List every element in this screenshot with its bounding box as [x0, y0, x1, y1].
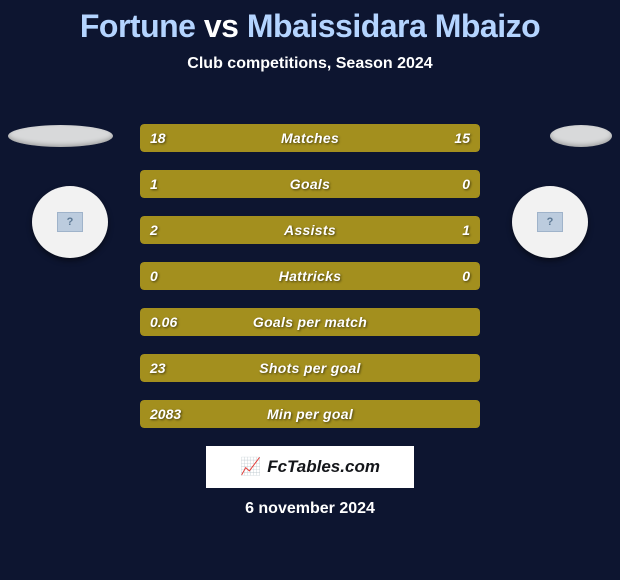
stat-label: Shots per goal: [140, 354, 480, 382]
player2-avatar: ?: [512, 186, 588, 258]
stat-label: Assists: [140, 216, 480, 244]
date-text: 6 november 2024: [0, 500, 620, 518]
stat-row: 1815Matches: [140, 124, 480, 152]
subtitle: Club competitions, Season 2024: [0, 55, 620, 73]
page-title: Fortune vs Mbaissidara Mbaizo: [0, 0, 620, 45]
stat-label: Hattricks: [140, 262, 480, 290]
footer-logo-text: FcTables.com: [267, 457, 380, 477]
stat-row: 0.06Goals per match: [140, 308, 480, 336]
avatar-placeholder-icon: ?: [57, 212, 83, 232]
stat-label: Goals per match: [140, 308, 480, 336]
comparison-infographic: Fortune vs Mbaissidara Mbaizo Club compe…: [0, 0, 620, 580]
stat-row: 10Goals: [140, 170, 480, 198]
decor-ellipse-left: [8, 125, 113, 147]
stat-row: 00Hattricks: [140, 262, 480, 290]
stat-row: 2083Min per goal: [140, 400, 480, 428]
player2-name: Mbaissidara Mbaizo: [247, 8, 540, 44]
stat-row: 23Shots per goal: [140, 354, 480, 382]
stat-bars: 1815Matches 10Goals 21Assists 00Hattricks 0.…: [140, 124, 480, 446]
stat-label: Matches: [140, 124, 480, 152]
player1-name: Fortune: [80, 8, 196, 44]
stat-row: 21Assists: [140, 216, 480, 244]
vs-text: vs: [204, 8, 239, 44]
avatar-placeholder-icon: ?: [537, 212, 563, 232]
stat-label: Min per goal: [140, 400, 480, 428]
chart-icon: 📈: [240, 457, 261, 477]
player1-avatar: ?: [32, 186, 108, 258]
footer-logo: 📈 FcTables.com: [206, 446, 414, 488]
decor-ellipse-right: [550, 125, 612, 147]
stat-label: Goals: [140, 170, 480, 198]
